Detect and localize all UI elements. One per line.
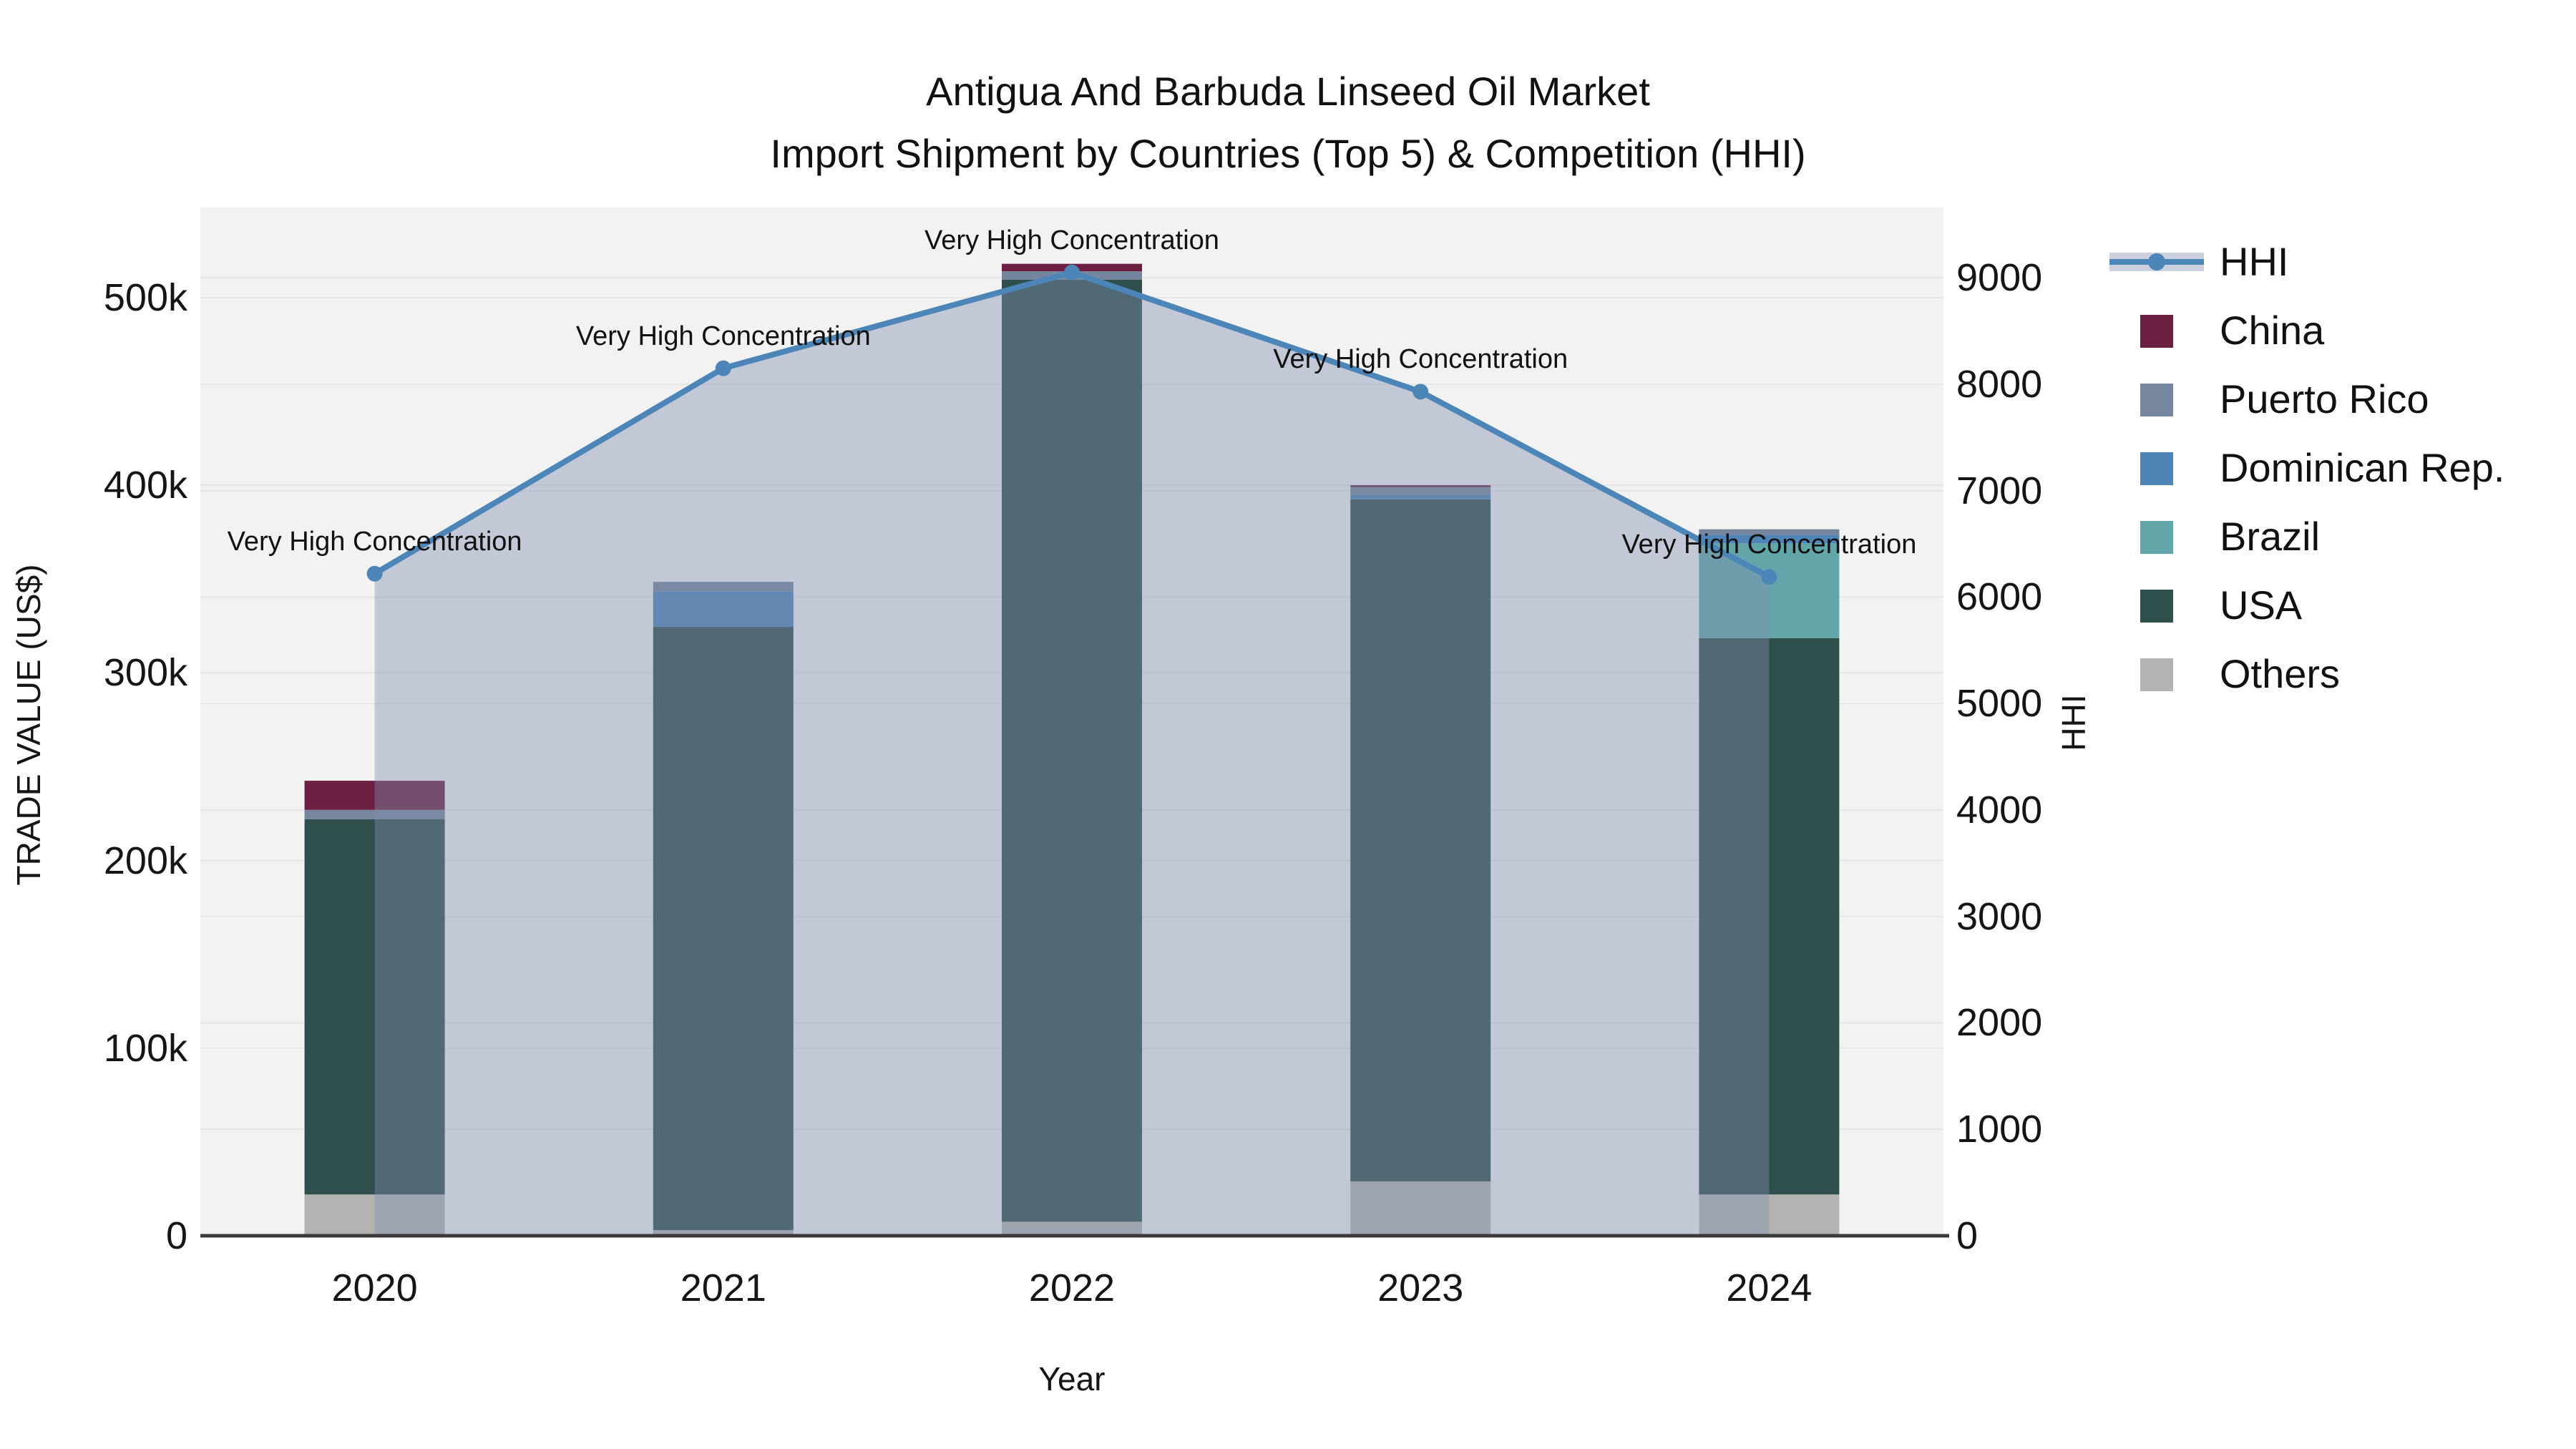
y-right-tick-7000: 7000 <box>1956 469 2043 512</box>
annotation-2023: Very High Concentration <box>1273 344 1568 375</box>
legend-label-usa: USA <box>2220 582 2303 628</box>
x-axis-title: Year <box>1038 1360 1106 1397</box>
bar-segment-china-2023[interactable] <box>1350 485 1491 487</box>
bar-segment-others-2022[interactable] <box>1002 1221 1142 1236</box>
bar-segment-usa-2020[interactable] <box>304 819 445 1195</box>
x-tick-2020: 2020 <box>331 1267 418 1309</box>
legend-swatch-icon-china <box>2109 305 2204 356</box>
bar-segment-china-2020[interactable] <box>304 781 445 810</box>
bar-segment-brazil-2024[interactable] <box>1699 543 1840 638</box>
chart-title-line2: Import Shipment by Countries (Top 5) & C… <box>770 131 1806 176</box>
legend-label-china: China <box>2220 308 2325 353</box>
hhi-marker-2021[interactable] <box>715 360 731 376</box>
y-right-tick-0: 0 <box>1956 1214 1979 1257</box>
y-right-tick-6000: 6000 <box>1956 575 2043 619</box>
y-left-tick-500k: 500k <box>103 275 187 319</box>
annotation-2021: Very High Concentration <box>575 321 871 351</box>
annotation-2022: Very High Concentration <box>924 225 1219 255</box>
legend-label-others: Others <box>2220 651 2341 696</box>
hhi-marker-2022[interactable] <box>1064 264 1080 280</box>
y-right-tick-2000: 2000 <box>1956 1001 2043 1045</box>
legend-item-usa[interactable]: USA <box>2109 580 2302 631</box>
y-right-tick-3000: 3000 <box>1956 894 2043 938</box>
chart-title-line1: Antigua And Barbuda Linseed Oil Market <box>926 69 1650 114</box>
legend-item-china[interactable]: China <box>2109 305 2324 356</box>
bar-segment-dominican-rep-2023[interactable] <box>1350 494 1491 499</box>
y-right-tick-5000: 5000 <box>1956 682 2043 726</box>
hhi-marker-2020[interactable] <box>366 565 383 582</box>
legend-item-brazil[interactable]: Brazil <box>2109 511 2320 562</box>
legend-item-dominican-rep[interactable]: Dominican Rep. <box>2109 442 2504 494</box>
legend-label-dominican-rep: Dominican Rep. <box>2220 445 2505 490</box>
bar-segment-dominican-rep-2024[interactable] <box>1699 535 1840 544</box>
x-tick-2024: 2024 <box>1726 1267 1813 1309</box>
y-left-tick-400k: 400k <box>103 464 187 507</box>
legend-swatch-icon-usa <box>2109 580 2204 631</box>
bar-segment-puerto-rico-2020[interactable] <box>304 809 445 819</box>
annotation-2020: Very High Concentration <box>227 526 522 557</box>
bar-segment-puerto-rico-2024[interactable] <box>1699 529 1840 535</box>
y-left-tick-300k: 300k <box>103 651 187 695</box>
bar-segment-usa-2022[interactable] <box>1002 279 1142 1222</box>
bar-segment-others-2021[interactable] <box>653 1230 794 1236</box>
legend-label-puerto-rico: Puerto Rico <box>2220 376 2429 421</box>
bar-segment-dominican-rep-2021[interactable] <box>653 591 794 628</box>
bar-segment-puerto-rico-2021[interactable] <box>653 582 794 592</box>
annotation-2024: Very High Concentration <box>1621 530 1917 560</box>
y-right-tick-1000: 1000 <box>1956 1108 2043 1151</box>
x-tick-2023: 2023 <box>1377 1267 1464 1309</box>
y-left-tick-100k: 100k <box>103 1026 187 1070</box>
legend-swatch-icon-puerto-rico <box>2109 374 2204 425</box>
y-axis-title-right: HHI <box>2055 694 2092 751</box>
legend-item-puerto-rico[interactable]: Puerto Rico <box>2109 374 2429 425</box>
y-right-tick-4000: 4000 <box>1956 788 2043 831</box>
hhi-marker-2024[interactable] <box>1761 569 1777 585</box>
legend-swatch-icon-dominican-rep <box>2109 442 2204 494</box>
legend-swatch-icon-brazil <box>2109 511 2204 562</box>
bar-segment-usa-2021[interactable] <box>653 627 794 1231</box>
legend-item-others[interactable]: Others <box>2109 648 2340 700</box>
hhi-area <box>374 272 1770 1236</box>
bar-segment-others-2023[interactable] <box>1350 1181 1491 1236</box>
legend-hhi-line-icon <box>2109 236 2204 288</box>
x-tick-2022: 2022 <box>1028 1267 1116 1309</box>
y-right-tick-8000: 8000 <box>1956 362 2043 406</box>
bar-segment-others-2020[interactable] <box>304 1194 445 1236</box>
bar-segment-puerto-rico-2023[interactable] <box>1350 487 1491 495</box>
legend-label-hhi: HHI <box>2220 239 2289 284</box>
hhi-marker-2023[interactable] <box>1413 384 1429 400</box>
bar-segment-usa-2024[interactable] <box>1699 638 1840 1195</box>
y-left-tick-200k: 200k <box>103 839 187 882</box>
x-tick-2021: 2021 <box>680 1267 766 1309</box>
bar-segment-usa-2023[interactable] <box>1350 499 1491 1181</box>
y-right-tick-9000: 9000 <box>1956 256 2043 300</box>
bar-segment-others-2024[interactable] <box>1699 1194 1840 1236</box>
y-left-tick-0: 0 <box>165 1214 187 1257</box>
legend-item-hhi[interactable]: HHI <box>2109 236 2288 288</box>
legend-label-brazil: Brazil <box>2220 514 2321 559</box>
legend-swatch-icon-others <box>2109 648 2204 700</box>
